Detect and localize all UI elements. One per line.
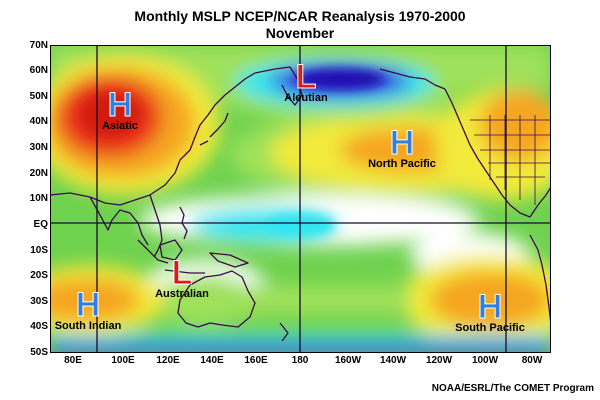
us-state-borders: [470, 115, 551, 205]
lon-label-120w: 120W: [425, 355, 453, 366]
lat-label-30n: 30N: [29, 142, 48, 153]
low-pressure-icon: L: [171, 254, 193, 292]
lat-label-eq: EQ: [33, 219, 48, 230]
map-subtitle: November: [265, 25, 335, 41]
lon-label-160w: 160W: [334, 355, 362, 366]
lat-label-70n: 70N: [29, 40, 48, 51]
south-pacific-high-label: South Pacific: [455, 322, 525, 334]
low-pressure-icon: L: [295, 58, 317, 96]
high-pressure-icon: H: [75, 286, 101, 324]
lat-label-10s: 10S: [30, 245, 48, 256]
lat-label-40s: 40S: [30, 321, 48, 332]
asiatic-high-label: Asiatic: [101, 120, 139, 132]
grid-lines: [50, 45, 551, 353]
south-indian-high-marker: H South Indian: [54, 286, 122, 333]
lon-label-80e: 80E: [64, 355, 82, 366]
lat-label-50n: 50N: [29, 91, 48, 102]
map-title: Monthly MSLP NCEP/NCAR Reanalysis 1970-2…: [134, 8, 466, 24]
aleutian-low-marker: L Aleutian: [284, 58, 328, 105]
lon-label-140e: 140E: [200, 355, 224, 366]
source-credit: NOAA/ESRL/The COMET Program: [431, 383, 594, 394]
lat-label-20n: 20N: [29, 168, 48, 179]
south-indian-high-label: South Indian: [54, 320, 122, 332]
lat-label-60n: 60N: [29, 65, 48, 76]
pressure-map-canvas: [50, 45, 551, 353]
lat-label-50s: 50S: [30, 347, 48, 358]
high-pressure-icon: H: [477, 288, 503, 326]
lat-label-20s: 20S: [30, 270, 48, 281]
high-pressure-icon: H: [389, 124, 415, 162]
aleutian-low-label: Aleutian: [284, 92, 328, 104]
pressure-map: [50, 45, 551, 353]
lon-label-100e: 100E: [111, 355, 135, 366]
lon-label-120e: 120E: [156, 355, 180, 366]
lon-label-80w: 80W: [521, 355, 543, 366]
lon-label-100w: 100W: [471, 355, 499, 366]
high-pressure-icon: H: [107, 86, 133, 124]
lon-label-140w: 140W: [379, 355, 407, 366]
australian-low-label: Australian: [155, 288, 209, 300]
coastlines: [50, 66, 551, 342]
lon-label-160e: 160E: [244, 355, 268, 366]
south-pacific-high-marker: H South Pacific: [455, 288, 525, 335]
lon-label-180: 180: [291, 355, 309, 366]
lat-label-30s: 30S: [30, 296, 48, 307]
north-pacific-high-marker: H North Pacific: [368, 124, 436, 171]
north-pacific-high-label: North Pacific: [368, 158, 436, 170]
asiatic-high-marker: H Asiatic: [101, 86, 139, 133]
map-border: [50, 45, 551, 353]
australian-low-marker: L Australian: [155, 254, 209, 301]
lat-label-10n: 10N: [29, 193, 48, 204]
lat-label-40n: 40N: [29, 116, 48, 127]
